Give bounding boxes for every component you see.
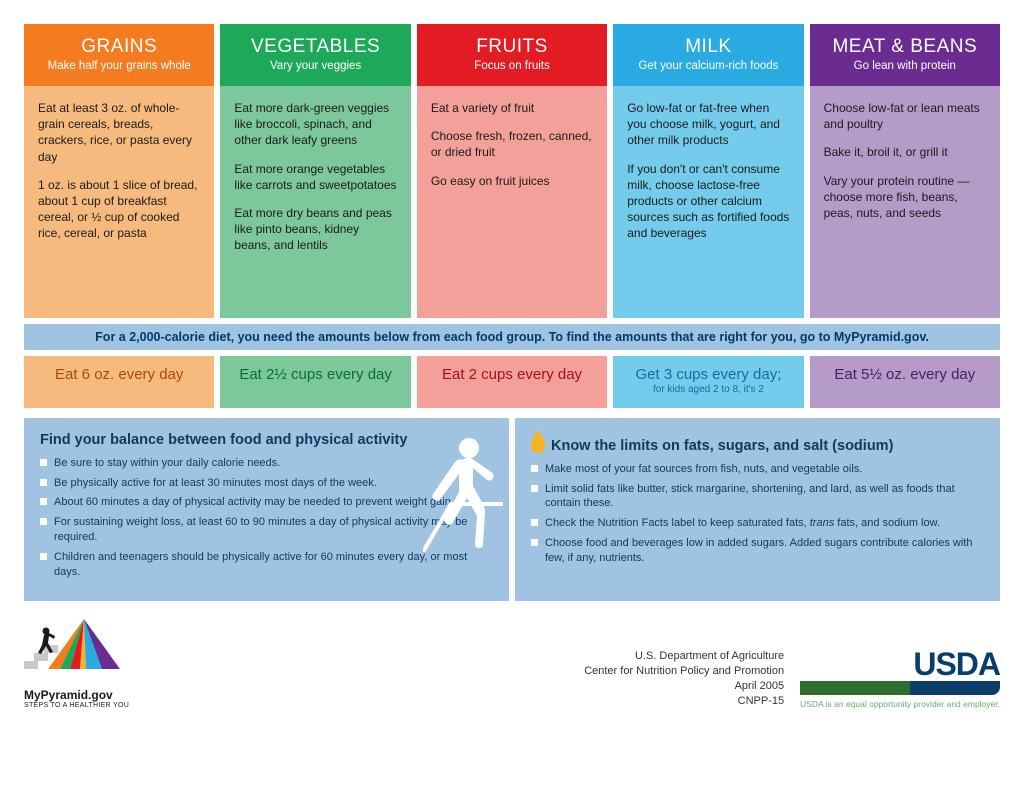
footer-org2: Center for Nutrition Policy and Promotio… xyxy=(134,664,784,679)
column-subtitle: Vary your veggies xyxy=(228,60,402,72)
footer-date: April 2005 xyxy=(134,679,784,694)
column-title: VEGETABLES xyxy=(228,36,402,58)
footer: MyPyramid.gov STEPS TO A HEALTHIER YOU U… xyxy=(24,615,1000,709)
mypyramid-logo-block: MyPyramid.gov STEPS TO A HEALTHIER YOU xyxy=(24,615,134,709)
column-title: FRUITS xyxy=(425,36,599,58)
column-milk: MILK Get your calcium-rich foods Go low-fa… xyxy=(613,24,803,318)
amount-text: Get 3 cups every day; xyxy=(635,366,781,383)
column-vegetables: VEGETABLES Vary your veggies Eat more dark… xyxy=(220,24,410,318)
balance-panel: Find your balance between food and physi… xyxy=(24,418,509,601)
amounts-row: Eat 6 oz. every day Eat 2½ cups every day… xyxy=(24,356,1000,408)
column-body-item: Choose fresh, frozen, canned, or dried f… xyxy=(431,128,593,160)
column-subtitle: Make half your grains whole xyxy=(32,60,206,72)
balance-item: Children and teenagers should be physica… xyxy=(40,550,493,580)
amount-text: Eat 2 cups every day xyxy=(442,366,582,383)
footer-org1: U.S. Department of Agriculture xyxy=(134,649,784,664)
oil-drop-icon xyxy=(531,435,545,453)
column-body-item: Eat a variety of fruit xyxy=(431,100,593,116)
column-subtitle: Focus on fruits xyxy=(425,60,599,72)
column-body-item: If you don't or can't consume milk, choo… xyxy=(627,161,789,242)
limits-item: Choose food and beverages low in added s… xyxy=(531,536,984,566)
amount-subtext: for kids aged 2 to 8, it's 2 xyxy=(617,384,799,396)
mypyramid-tagline: STEPS TO A HEALTHIER YOU xyxy=(24,702,134,709)
column-subtitle: Go lean with protein xyxy=(818,60,992,72)
footer-attribution: U.S. Department of Agriculture Center fo… xyxy=(134,649,800,708)
column-fruits: FRUITS Focus on fruits Eat a variety of fr… xyxy=(417,24,607,318)
column-body-item: Choose low-fat or lean meats and poultry xyxy=(824,100,986,132)
calorie-note-bar: For a 2,000-calorie diet, you need the a… xyxy=(24,324,1000,350)
column-body-milk: Go low-fat or fat-free when you choose m… xyxy=(613,86,803,318)
column-body-item: Go low-fat or fat-free when you choose m… xyxy=(627,100,789,149)
info-panels: Find your balance between food and physi… xyxy=(24,418,1000,601)
amount-fruits: Eat 2 cups every day xyxy=(417,356,607,408)
limits-panel: Know the limits on fats, sugars, and sal… xyxy=(515,418,1000,601)
column-body-item: Bake it, broil it, or grill it xyxy=(824,144,986,160)
footer-code: CNPP-15 xyxy=(134,694,784,709)
amount-text: Eat 5½ oz. every day xyxy=(834,366,975,383)
usda-swoosh-icon xyxy=(800,681,1000,695)
column-title: MEAT & BEANS xyxy=(818,36,992,58)
limits-item: Check the Nutrition Facts label to keep … xyxy=(531,516,984,531)
amount-text: Eat 2½ cups every day xyxy=(239,366,392,383)
column-body-item: Eat more dry beans and peas like pinto b… xyxy=(234,205,396,254)
usda-logo-block: USDA USDA is an equal opportunity provid… xyxy=(800,650,1000,709)
amount-grains: Eat 6 oz. every day xyxy=(24,356,214,408)
column-title: GRAINS xyxy=(32,36,206,58)
column-body-item: Eat more orange vegetables like carrots … xyxy=(234,161,396,193)
limits-panel-title: Know the limits on fats, sugars, and sal… xyxy=(531,432,984,454)
amount-milk: Get 3 cups every day;for kids aged 2 to … xyxy=(613,356,803,408)
limits-panel-list: Make most of your fat sources from fish,… xyxy=(531,462,984,566)
mypyramid-icon xyxy=(24,615,134,681)
amount-text: Eat 6 oz. every day xyxy=(55,366,183,383)
column-body-item: Eat more dark-green veggies like broccol… xyxy=(234,100,396,149)
column-header-fruits: FRUITS Focus on fruits xyxy=(417,24,607,86)
food-group-columns: GRAINS Make half your grains whole Eat at … xyxy=(24,24,1000,318)
amount-meat: Eat 5½ oz. every day xyxy=(810,356,1000,408)
amount-vegetables: Eat 2½ cups every day xyxy=(220,356,410,408)
column-body-meat: Choose low-fat or lean meats and poultry… xyxy=(810,86,1000,318)
column-header-milk: MILK Get your calcium-rich foods xyxy=(613,24,803,86)
column-subtitle: Get your calcium-rich foods xyxy=(621,60,795,72)
limits-panel-title-text: Know the limits on fats, sugars, and sal… xyxy=(551,438,893,454)
column-title: MILK xyxy=(621,36,795,58)
column-body-item: Vary your protein routine — choose more … xyxy=(824,173,986,222)
column-header-vegetables: VEGETABLES Vary your veggies xyxy=(220,24,410,86)
column-grains: GRAINS Make half your grains whole Eat at … xyxy=(24,24,214,318)
column-header-meat: MEAT & BEANS Go lean with protein xyxy=(810,24,1000,86)
usda-disclaimer: USDA is an equal opportunity provider an… xyxy=(800,699,1000,709)
usda-logo-text: USDA xyxy=(800,650,1000,679)
column-body-fruits: Eat a variety of fruit Choose fresh, froz… xyxy=(417,86,607,318)
column-body-vegetables: Eat more dark-green veggies like broccol… xyxy=(220,86,410,318)
mypyramid-label: MyPyramid.gov xyxy=(24,688,134,702)
column-meat: MEAT & BEANS Go lean with protein Choose l… xyxy=(810,24,1000,318)
column-body-item: Go easy on fruit juices xyxy=(431,173,593,189)
limits-item: Make most of your fat sources from fish,… xyxy=(531,462,984,477)
figure-icon xyxy=(423,432,503,552)
column-body-item: 1 oz. is about 1 slice of bread, about 1… xyxy=(38,177,200,242)
limits-item: Limit solid fats like butter, stick marg… xyxy=(531,482,984,512)
column-body-item: Eat at least 3 oz. of whole-grain cereal… xyxy=(38,100,200,165)
column-body-grains: Eat at least 3 oz. of whole-grain cereal… xyxy=(24,86,214,318)
column-header-grains: GRAINS Make half your grains whole xyxy=(24,24,214,86)
